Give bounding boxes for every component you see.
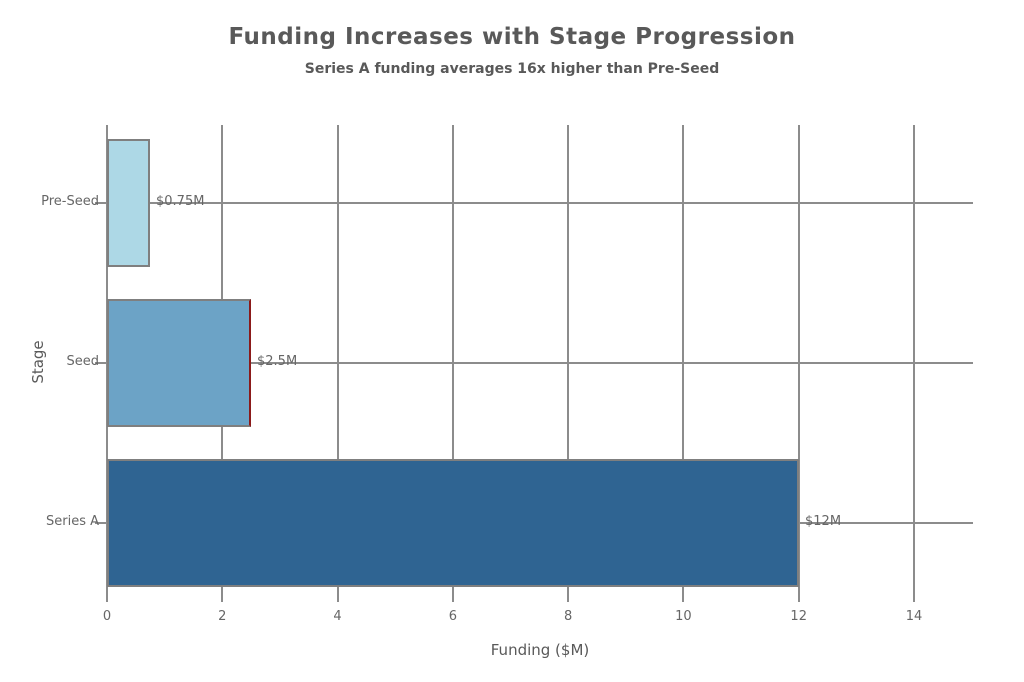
x-tick-label: 2 <box>218 609 227 624</box>
bar-pre-seed <box>107 139 150 267</box>
y-gridline <box>95 362 973 364</box>
x-tick-label: 12 <box>790 609 807 624</box>
bar-seed <box>107 299 251 427</box>
x-tick-label: 4 <box>333 609 342 624</box>
x-axis-title: Funding ($M) <box>490 641 590 659</box>
chart-subtitle: Series A funding averages 16x higher tha… <box>304 61 720 77</box>
y-gridline <box>95 202 973 204</box>
y-tick-label: Seed <box>66 354 100 369</box>
x-tick-label: 0 <box>102 609 112 624</box>
bar-value-label: $0.75M <box>156 194 205 209</box>
x-tick-label: 6 <box>448 609 457 624</box>
x-tick-label: 8 <box>564 609 573 624</box>
x-tick-label: 10 <box>675 609 692 624</box>
y-tick-label: Pre-Seed <box>41 194 99 209</box>
chart-title: Funding Increases with Stage Progression <box>228 24 796 50</box>
bar-value-label: $2.5M <box>257 354 298 369</box>
y-tick-label: Series A <box>45 514 99 529</box>
x-tick-label: 14 <box>905 609 923 624</box>
bar-value-label: $12M <box>805 514 842 529</box>
bar-series-a <box>107 459 799 587</box>
